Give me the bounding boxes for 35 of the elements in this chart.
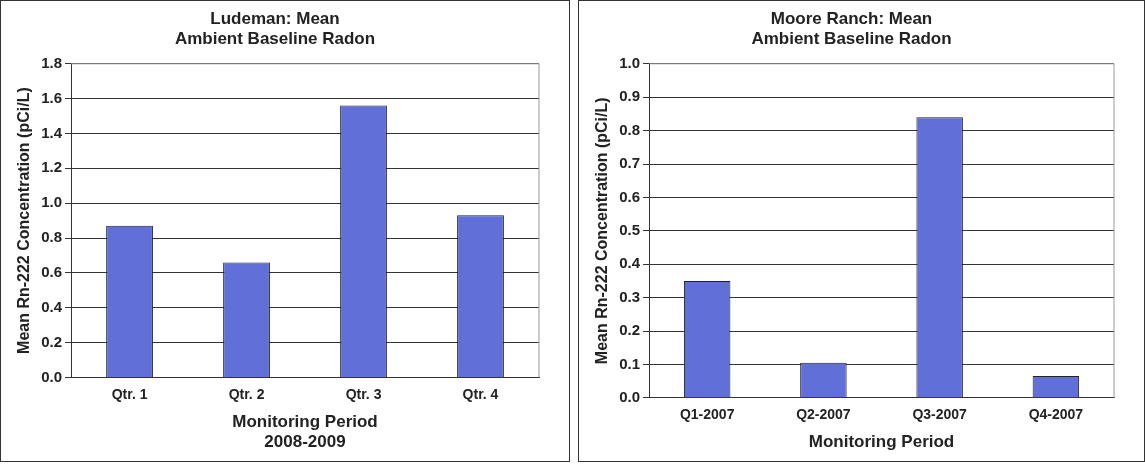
chart-title: Moore Ranch: Mean Ambient Baseline Radon: [751, 8, 952, 49]
x-tick-label: Qtr. 4: [462, 385, 499, 402]
y-tick-label: 0.5: [619, 220, 641, 238]
y-tick-label: 1.0: [41, 193, 63, 211]
chart-title: Ludeman: Mean Ambient Baseline Radon: [174, 8, 376, 49]
y-axis-title: Mean Rn-222 Concentration (pCi/L): [15, 87, 33, 354]
y-tick-label: 0.6: [619, 187, 641, 205]
y-tick-label: 0.9: [619, 87, 641, 105]
x-tick-label: Q1-2007: [679, 406, 735, 423]
x-axis-title: Monitoring Period: [808, 432, 955, 452]
x-tick-label: Q3-2007: [912, 406, 968, 423]
y-tick-label: 0.0: [41, 367, 63, 385]
y-tick-label: 1.8: [41, 53, 63, 71]
x-tick-label: Qtr. 2: [228, 385, 265, 402]
x-tick-label: Qtr. 1: [111, 385, 148, 402]
y-axis-title: Mean Rn-222 Concentration (pCi/L): [593, 97, 611, 365]
y-tick-label: 1.2: [41, 158, 63, 176]
y-tick-label: 1.0: [619, 53, 641, 71]
x-axis-title: Monitoring Period 2008-2009: [232, 412, 378, 452]
y-tick-label: 0.7: [619, 154, 641, 172]
y-tick-label: 0.8: [41, 228, 63, 246]
x-tick-label: Qtr. 3: [345, 385, 382, 402]
y-tick-label: 1.4: [41, 123, 63, 141]
y-tick-label: 0.2: [41, 332, 63, 350]
y-tick-label: 1.6: [41, 88, 63, 106]
y-tick-label: 0.1: [619, 354, 641, 372]
y-tick-label: 0.4: [619, 254, 641, 272]
x-tick-label: Q2-2007: [796, 406, 851, 423]
y-tick-label: 0.0: [619, 387, 641, 405]
y-tick-label: 0.8: [619, 120, 641, 138]
y-tick-label: 0.6: [41, 263, 63, 281]
x-tick-label: Q4-2007: [1028, 406, 1084, 423]
y-tick-label: 0.4: [41, 297, 63, 315]
y-tick-label: 0.2: [619, 321, 641, 339]
y-tick-label: 0.3: [619, 287, 641, 305]
